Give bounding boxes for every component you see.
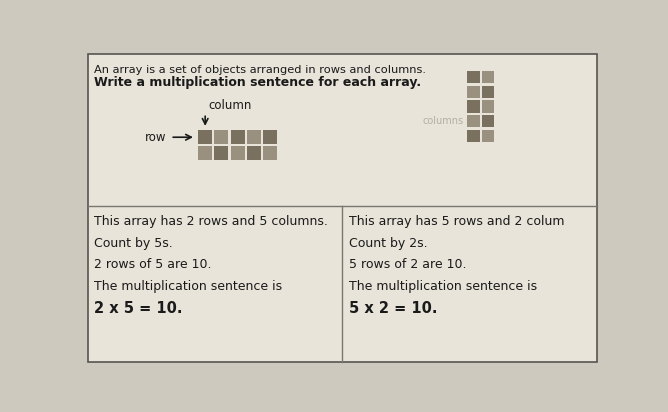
FancyBboxPatch shape — [198, 130, 212, 144]
FancyBboxPatch shape — [482, 86, 494, 98]
FancyBboxPatch shape — [247, 146, 261, 160]
FancyBboxPatch shape — [467, 71, 480, 83]
Text: Write a multiplication sentence for each array.: Write a multiplication sentence for each… — [94, 76, 422, 89]
FancyBboxPatch shape — [198, 146, 212, 160]
Text: row: row — [145, 131, 166, 144]
Text: The multiplication sentence is: The multiplication sentence is — [94, 280, 283, 293]
FancyBboxPatch shape — [467, 115, 480, 127]
FancyBboxPatch shape — [88, 54, 597, 362]
FancyBboxPatch shape — [482, 100, 494, 112]
Text: 5 rows of 2 are 10.: 5 rows of 2 are 10. — [349, 258, 466, 271]
FancyBboxPatch shape — [467, 86, 480, 98]
FancyBboxPatch shape — [230, 146, 244, 160]
Text: This array has 2 rows and 5 columns.: This array has 2 rows and 5 columns. — [94, 215, 328, 228]
Text: The multiplication sentence is: The multiplication sentence is — [349, 280, 536, 293]
Text: Count by 2s.: Count by 2s. — [349, 236, 427, 250]
FancyBboxPatch shape — [482, 71, 494, 83]
Text: columns: columns — [422, 116, 464, 126]
FancyBboxPatch shape — [467, 129, 480, 142]
FancyBboxPatch shape — [214, 130, 228, 144]
Text: This array has 5 rows and 2 colum: This array has 5 rows and 2 colum — [349, 215, 564, 228]
FancyBboxPatch shape — [263, 146, 277, 160]
Text: 2 rows of 5 are 10.: 2 rows of 5 are 10. — [94, 258, 212, 271]
FancyBboxPatch shape — [263, 130, 277, 144]
FancyBboxPatch shape — [482, 129, 494, 142]
FancyBboxPatch shape — [214, 146, 228, 160]
Text: column: column — [208, 99, 252, 112]
Text: 5 x 2 = 10.: 5 x 2 = 10. — [349, 301, 437, 316]
Text: 2 x 5 = 10.: 2 x 5 = 10. — [94, 301, 183, 316]
Text: An array is a set of objects arranged in rows and columns.: An array is a set of objects arranged in… — [94, 65, 426, 75]
Text: Count by 5s.: Count by 5s. — [94, 236, 173, 250]
FancyBboxPatch shape — [467, 100, 480, 112]
FancyBboxPatch shape — [482, 115, 494, 127]
FancyBboxPatch shape — [230, 130, 244, 144]
FancyBboxPatch shape — [247, 130, 261, 144]
